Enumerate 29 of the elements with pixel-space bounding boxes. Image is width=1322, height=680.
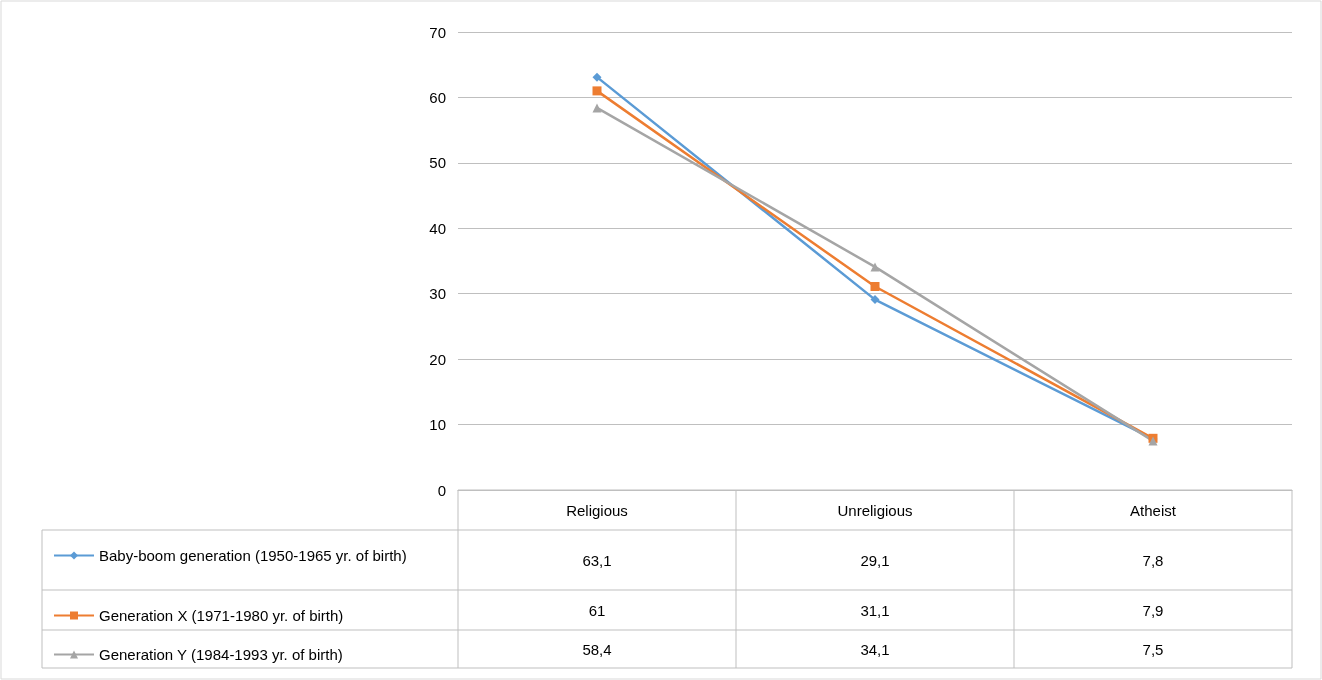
point [870, 295, 880, 305]
x-tick-label: Religious [566, 502, 628, 519]
point [592, 103, 602, 113]
y-tick-label: 10 [429, 416, 446, 434]
data-label: 7,5 [1142, 640, 1164, 658]
y-tick-label: 70 [429, 23, 446, 41]
data-label: 29,1 [860, 551, 890, 569]
y-tick-label: 20 [429, 350, 446, 368]
data-label: 58,4 [582, 640, 612, 658]
legend-label: Baby-boom generation (1950-1965 yr. of birth) [99, 547, 407, 564]
y-tick-label: 60 [429, 88, 446, 106]
x-tick-label: Unreligious [837, 502, 913, 519]
y-tick-label: 30 [429, 285, 446, 303]
y-tick-label: 50 [429, 154, 446, 172]
point [870, 282, 880, 292]
y-tick-label: 0 [437, 481, 446, 499]
point [592, 72, 602, 82]
data-label: 7,9 [1142, 601, 1164, 619]
data-label: 63,1 [582, 551, 612, 569]
data-label: 34,1 [860, 640, 890, 658]
data-label: 7,8 [1142, 551, 1164, 569]
y-tick-label: 40 [429, 219, 446, 237]
data-label: 31,1 [860, 601, 890, 619]
legend-label: Generation Y (1984-1993 yr. of birth) [99, 646, 343, 663]
point [592, 86, 602, 96]
x-tick-label: Atheist [1130, 502, 1177, 519]
point [870, 262, 880, 272]
legend-label: Generation X (1971-1980 yr. of birth) [99, 607, 344, 624]
data-label: 61 [588, 601, 606, 619]
